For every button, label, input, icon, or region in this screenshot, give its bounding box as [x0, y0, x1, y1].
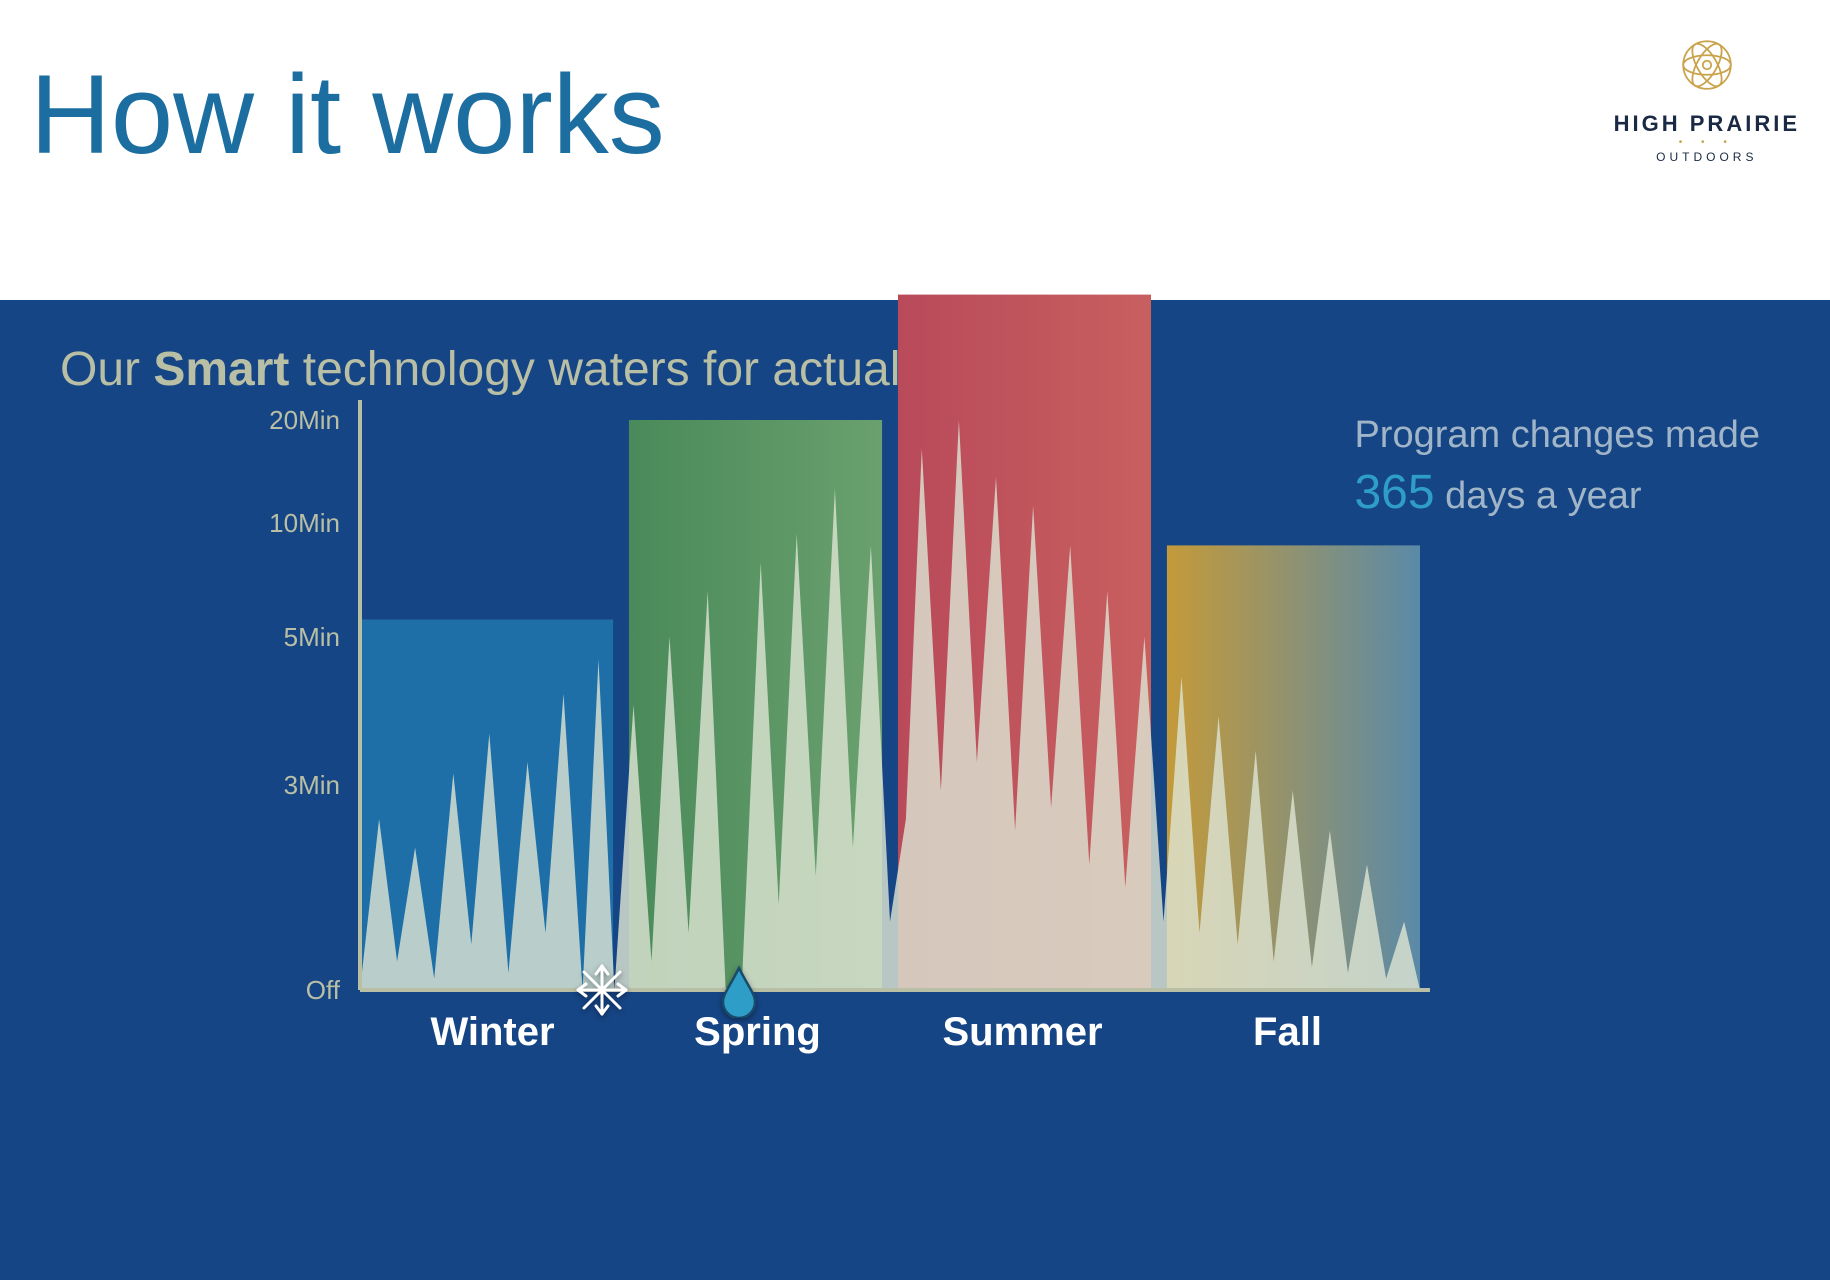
y-axis-tick-label: 20Min [250, 405, 340, 436]
chart: 20Min10Min5Min3MinOff [250, 420, 1470, 1140]
y-axis-tick-label: 5Min [250, 622, 340, 653]
snowflake-icon [574, 962, 630, 1018]
logo-emblem-icon [1672, 30, 1742, 100]
logo-name: HIGH PRAIRIE [1614, 111, 1800, 137]
y-axis-tick-label: 3Min [250, 770, 340, 801]
raindrop-icon [711, 962, 767, 1018]
subtitle-pre: Our [60, 343, 153, 396]
header: How it works HIGH PRAIRIE • • • OUTDOORS [0, 0, 1830, 300]
x-axis-label: Summer [890, 1010, 1155, 1055]
page-title: How it works [30, 50, 665, 179]
logo-dots: • • • [1614, 137, 1800, 148]
chart-panel: Our Smart technology waters for actual p… [0, 300, 1830, 1280]
x-axis-label: Fall [1155, 1010, 1420, 1055]
y-axis-tick-label: 10Min [250, 508, 340, 539]
y-axis-labels: 20Min10Min5Min3MinOff [250, 420, 350, 990]
chart-plot [360, 420, 1420, 990]
chart-svg [360, 420, 1420, 1040]
x-axis-labels: WinterSpringSummerFall [360, 1010, 1420, 1055]
logo-subtitle: OUTDOORS [1614, 150, 1800, 164]
brand-logo: HIGH PRAIRIE • • • OUTDOORS [1614, 30, 1800, 164]
page: How it works HIGH PRAIRIE • • • OUTDOORS… [0, 0, 1830, 1280]
y-axis-tick-label: Off [250, 975, 340, 1006]
subtitle-bold: Smart [153, 343, 289, 396]
